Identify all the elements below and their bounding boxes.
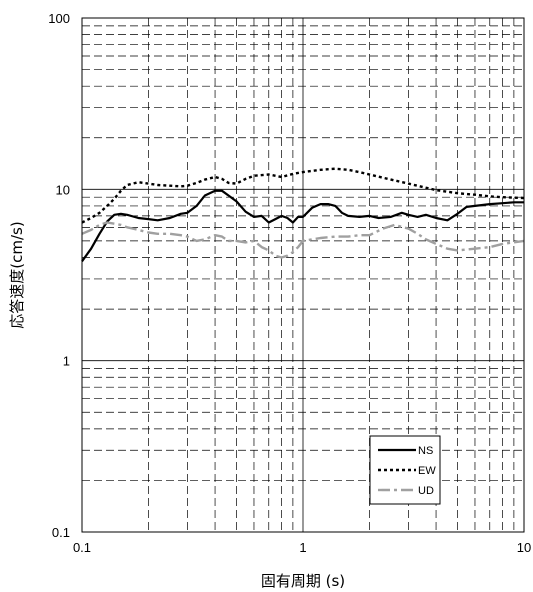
y-tick-label: 0.1: [52, 525, 70, 540]
legend: NS EW UD: [369, 435, 441, 505]
y-tick-label: 10: [56, 182, 70, 197]
legend-label-ud: UD: [418, 485, 434, 497]
y-axis-title: 応答速度(cm/s): [8, 221, 26, 328]
legend-items: NS EW UD: [378, 445, 436, 497]
x-axis-title: 固有周期 (s): [261, 572, 345, 590]
legend-box: [369, 435, 441, 505]
x-tick-label: 0.1: [73, 540, 91, 555]
series-line-ew: [81, 167, 525, 224]
tick-labels: 0.1 1 10 100 10 1 0.1: [48, 11, 531, 555]
series-line-ud: [81, 221, 525, 259]
grid: [82, 18, 524, 532]
y-tick-label: 1: [63, 354, 70, 369]
x-tick-label: 1: [299, 540, 306, 555]
legend-label-ew: EW: [418, 465, 436, 477]
series-layer: [81, 167, 525, 262]
plot-frame: [81, 17, 525, 533]
series-line-ns: [81, 189, 524, 262]
x-tick-label: 10: [517, 540, 531, 555]
y-tick-label: 100: [48, 11, 70, 26]
legend-label-ns: NS: [418, 445, 433, 457]
